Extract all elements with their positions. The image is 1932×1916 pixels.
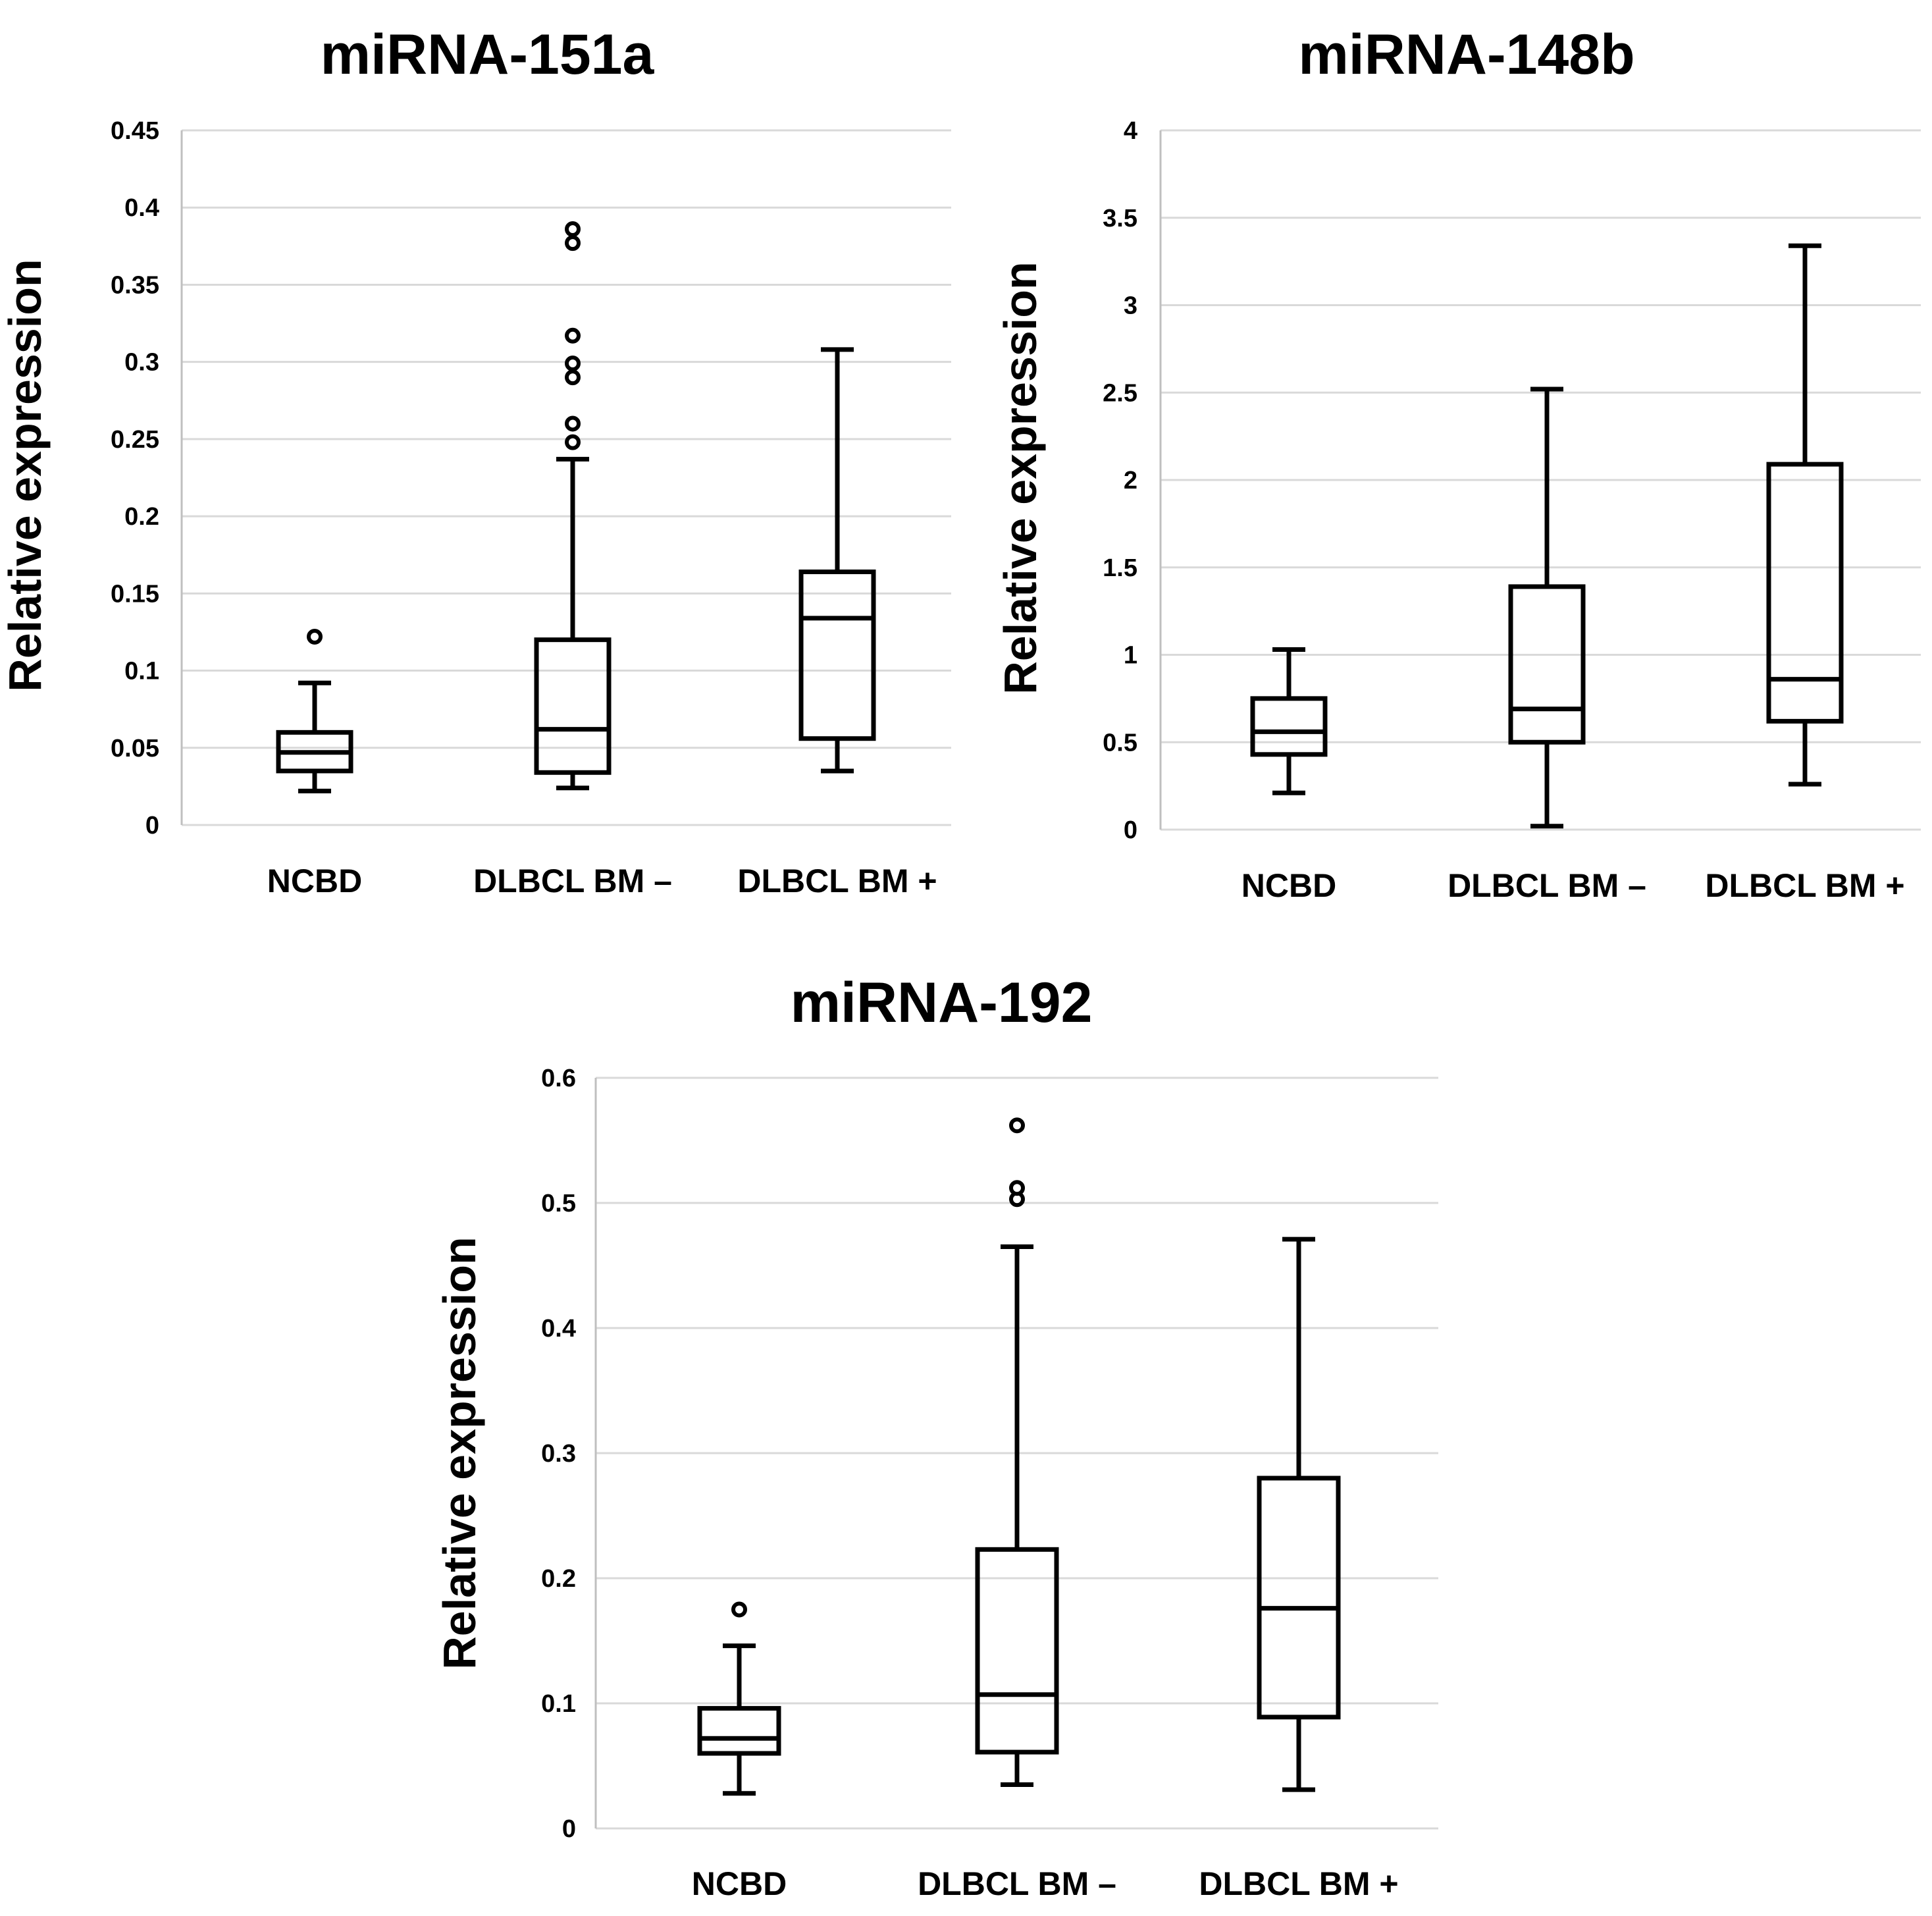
box-plot-3 xyxy=(798,347,876,774)
y-tick-label: 1.5 xyxy=(1103,554,1137,582)
iqr-box xyxy=(697,1706,781,1756)
outlier-point xyxy=(565,369,581,386)
chart-panel-3: 0 0.1 0.2 0.3 0.4 0.5 0.6 miRNA-192 Relative exp… xyxy=(434,971,1438,1902)
y-tick-label: 0.6 xyxy=(541,1065,576,1092)
y-tick-label: 0.5 xyxy=(541,1190,576,1217)
iqr-box xyxy=(1766,462,1844,724)
y-tick-label: 3 xyxy=(1124,292,1137,320)
outlier-point xyxy=(307,628,323,645)
y-tick-label: 0 xyxy=(145,812,159,839)
y-tick-label: 3.5 xyxy=(1103,205,1137,232)
y-tick-labels: 0 0.05 0.1 0.15 0.2 0.25 0.3 0.35 0.4 0.45 xyxy=(111,117,159,839)
y-tick-label: 0.4 xyxy=(541,1315,576,1343)
x-category-label: NCBD xyxy=(267,863,362,899)
x-category-label: DLBCL BM – xyxy=(1448,867,1646,904)
chart-title: miRNA-151a xyxy=(321,23,655,86)
x-category-label: NCBD xyxy=(692,1865,787,1902)
x-category-labels: NCBD DLBCL BM – DLBCL BM + xyxy=(692,1865,1399,1902)
box-plot-2 xyxy=(534,221,612,791)
chart-panel-1: 0 0.05 0.1 0.15 0.2 0.25 0.3 0.35 0.4 0.45 miRNA-1… xyxy=(0,23,951,899)
y-tick-label: 0.1 xyxy=(541,1690,576,1718)
box-plot-3 xyxy=(1257,1237,1341,1792)
y-tick-label: 2.5 xyxy=(1103,379,1137,407)
outlier-point xyxy=(565,356,581,372)
y-tick-label: 4 xyxy=(1124,117,1137,145)
y-tick-label: 0 xyxy=(562,1815,576,1843)
iqr-box xyxy=(798,570,876,741)
box-plot-1 xyxy=(697,1601,781,1796)
outlier-point xyxy=(731,1601,747,1618)
x-category-label: DLBCL BM + xyxy=(737,863,937,899)
y-tick-label: 0.5 xyxy=(1103,729,1137,757)
chart-title: miRNA-192 xyxy=(791,971,1093,1034)
x-category-label: NCBD xyxy=(1241,867,1336,904)
x-category-label: DLBCL BM – xyxy=(918,1865,1116,1902)
y-tick-label: 0.45 xyxy=(111,117,159,145)
y-tick-label: 0.3 xyxy=(124,349,159,377)
y-tick-label: 0.2 xyxy=(541,1565,576,1593)
chart-title: miRNA-148b xyxy=(1298,23,1634,86)
y-tick-label: 0 xyxy=(1124,816,1137,844)
x-category-labels: NCBD DLBCL BM – DLBCL BM + xyxy=(267,863,937,899)
y-axis-label: Relative expression xyxy=(0,259,51,692)
outlier-point xyxy=(1009,1117,1025,1134)
chart-panel-2: 0 0.5 1 1.5 2 2.5 3 3.5 4 miRNA-148b Relative expr… xyxy=(995,23,1921,904)
x-category-label: DLBCL BM + xyxy=(1705,867,1904,904)
iqr-box xyxy=(534,637,612,775)
y-tick-label: 0.05 xyxy=(111,735,159,762)
x-category-label: DLBCL BM + xyxy=(1199,1865,1398,1902)
outlier-point xyxy=(565,327,581,344)
y-axis-label: Relative expression xyxy=(995,261,1046,695)
iqr-box xyxy=(1508,584,1586,745)
y-tick-labels: 0 0.1 0.2 0.3 0.4 0.5 0.6 xyxy=(541,1065,576,1843)
x-category-label: DLBCL BM – xyxy=(473,863,672,899)
box-plot-2 xyxy=(1508,386,1586,829)
y-tick-labels: 0 0.5 1 1.5 2 2.5 3 3.5 4 xyxy=(1103,117,1137,844)
y-tick-label: 0.1 xyxy=(124,658,159,685)
y-tick-label: 0.2 xyxy=(124,503,159,531)
y-tick-label: 0.35 xyxy=(111,271,159,299)
outlier-point xyxy=(1009,1180,1025,1196)
outlier-point xyxy=(565,221,581,238)
y-tick-label: 2 xyxy=(1124,467,1137,494)
x-category-labels: NCBD DLBCL BM – DLBCL BM + xyxy=(1241,867,1905,904)
box-plot-1 xyxy=(276,628,353,793)
outlier-point xyxy=(565,235,581,252)
y-tick-label: 0.25 xyxy=(111,426,159,454)
outlier-point xyxy=(565,415,581,432)
box-plot-2 xyxy=(975,1117,1059,1787)
y-tick-label: 0.4 xyxy=(124,194,159,222)
y-tick-label: 0.15 xyxy=(111,580,159,608)
box-plot-1 xyxy=(1250,647,1328,795)
iqr-box xyxy=(975,1547,1059,1755)
box-plot-3 xyxy=(1766,243,1844,787)
iqr-box xyxy=(1250,696,1328,757)
iqr-box xyxy=(1257,1476,1341,1720)
outlier-point xyxy=(565,434,581,450)
y-tick-label: 1 xyxy=(1124,642,1137,670)
y-tick-label: 0.3 xyxy=(541,1440,576,1468)
y-axis-label: Relative expression xyxy=(434,1237,485,1670)
